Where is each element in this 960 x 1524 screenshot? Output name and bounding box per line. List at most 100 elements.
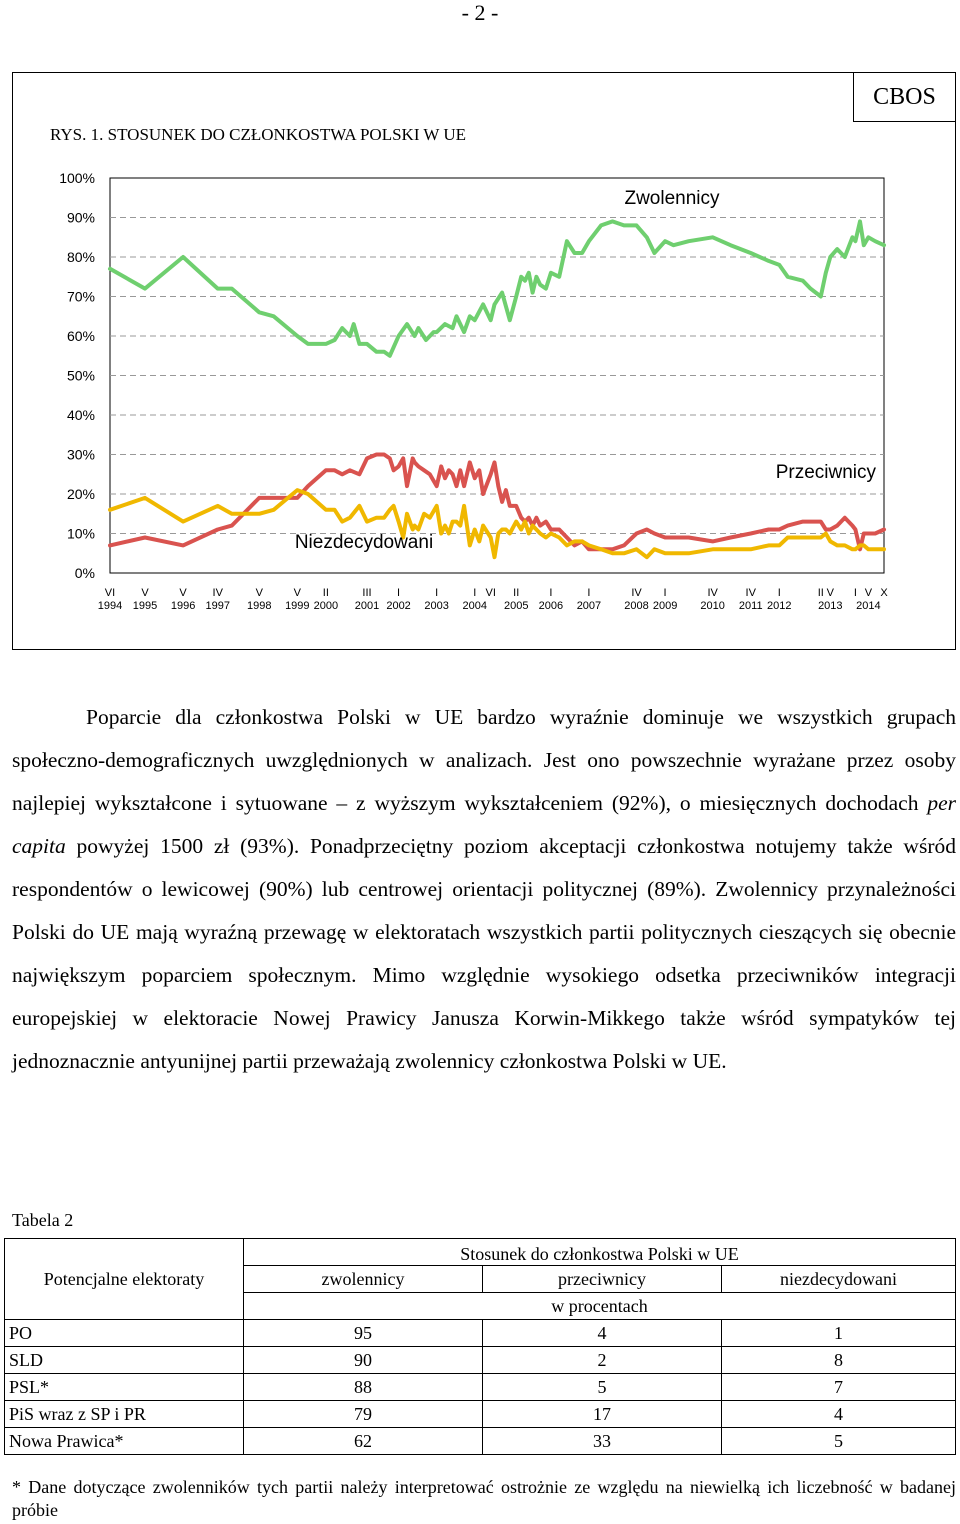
- table-caption: Tabela 2: [12, 1210, 74, 1230]
- paragraph-text-2: powyżej 1500 zł (93%). Ponadprzeciętny p…: [12, 834, 956, 1073]
- y-tick-label: 70%: [67, 289, 95, 305]
- x-tick-label: IV: [707, 587, 718, 599]
- body-paragraph: Poparcie dla członkostwa Polski w UE bar…: [12, 696, 956, 1083]
- table-row: SLD 90 2 8: [4, 1346, 956, 1374]
- series-annotation: Przeciwnicy: [776, 462, 877, 483]
- x-tick-label: II: [818, 587, 824, 599]
- table-cell: 5: [482, 1373, 722, 1401]
- paragraph-italic: per capita: [12, 791, 956, 858]
- x-tick-label: I: [435, 587, 438, 599]
- x-tick-year: 2013: [818, 600, 842, 612]
- x-tick-label: IV: [631, 587, 642, 599]
- x-tick-year: 2001: [355, 600, 379, 612]
- group-header: Stosunek do członkostwa Polski w UE: [243, 1238, 956, 1266]
- x-tick-year: 2014: [856, 600, 880, 612]
- series-line-niezdecydowani: [108, 488, 886, 560]
- x-tick-label: V: [827, 587, 835, 599]
- column-header: przeciwnicy: [482, 1265, 722, 1293]
- table-row: PSL* 88 5 7: [4, 1373, 956, 1401]
- support-chart: 0%10%20%30%40%50%60%70%80%90%100%VI1994V…: [59, 170, 888, 612]
- table-footnote: * Dane dotyczące zwolenników tych partii…: [12, 1477, 956, 1520]
- table-cell: 5: [721, 1427, 956, 1455]
- x-tick-label: I: [549, 587, 552, 599]
- x-tick-year: 2010: [700, 600, 724, 612]
- figure-frame: [12, 72, 956, 650]
- table-cell: 2: [482, 1346, 722, 1374]
- x-tick-label: I: [397, 587, 400, 599]
- table-cell: 79: [243, 1400, 483, 1428]
- table-cell: 88: [243, 1373, 483, 1401]
- x-tick-label: V: [256, 587, 264, 599]
- table-cell: 33: [482, 1427, 722, 1455]
- plot-area: [109, 177, 885, 574]
- publisher-logo: CBOS: [853, 72, 956, 122]
- page-number: - 2 -: [461, 0, 499, 25]
- y-tick-label: 40%: [67, 407, 95, 423]
- x-tick-year: 1997: [206, 600, 230, 612]
- paragraph-text-1: Poparcie dla członkostwa Polski w UE bar…: [12, 705, 956, 815]
- x-tick-label: V: [141, 587, 149, 599]
- row-header: Potencjalne elektoraty: [4, 1238, 244, 1320]
- x-tick-label: I: [854, 587, 857, 599]
- y-tick-label: 100%: [59, 170, 95, 186]
- x-tick-year: 2012: [767, 600, 791, 612]
- y-tick-label: 0%: [75, 565, 95, 581]
- table-row: Nowa Prawica* 62 33 5: [4, 1427, 956, 1455]
- electorate-table: Potencjalne elektoraty Stosunek do człon…: [4, 1238, 956, 1455]
- row-label: Nowa Prawica*: [4, 1427, 244, 1455]
- table-cell: 62: [243, 1427, 483, 1455]
- table-cell: 7: [721, 1373, 956, 1401]
- column-header: zwolennicy: [243, 1265, 483, 1293]
- y-tick-label: 60%: [67, 328, 95, 344]
- x-tick-label: II: [513, 587, 519, 599]
- x-tick-year: 2002: [386, 600, 410, 612]
- table-cell: 17: [482, 1400, 722, 1428]
- x-tick-year: 1994: [98, 600, 122, 612]
- x-tick-year: 2011: [739, 600, 763, 612]
- x-tick-label: I: [473, 587, 476, 599]
- x-tick-year: 2000: [314, 600, 338, 612]
- series-line-zwolennicy: [108, 219, 886, 358]
- x-tick-label: III: [362, 587, 371, 599]
- row-label: PSL*: [4, 1373, 244, 1401]
- x-tick-year: 2009: [653, 600, 677, 612]
- y-tick-label: 90%: [67, 210, 95, 226]
- x-tick-year: 1999: [285, 600, 309, 612]
- table-cell: 1: [721, 1319, 956, 1347]
- x-tick-year: 2005: [504, 600, 528, 612]
- table-row: PiS wraz z SP i PR 79 17 4: [4, 1400, 956, 1428]
- x-tick-year: 2008: [624, 600, 648, 612]
- x-tick-year: 2003: [424, 600, 448, 612]
- x-tick-label: I: [587, 587, 590, 599]
- x-tick-label: V: [179, 587, 187, 599]
- table-cell: 4: [482, 1319, 722, 1347]
- table-cell: 8: [721, 1346, 956, 1374]
- figure-title: RYS. 1. STOSUNEK DO CZŁONKOSTWA POLSKI W…: [50, 125, 467, 144]
- x-tick-label: V: [294, 587, 302, 599]
- unit-header: w procentach: [243, 1292, 956, 1320]
- x-tick-year: 2006: [539, 600, 563, 612]
- y-tick-label: 10%: [67, 526, 95, 542]
- x-tick-label: I: [778, 587, 781, 599]
- series-line-przeciwnicy: [108, 452, 886, 552]
- x-tick-year: 1998: [247, 600, 271, 612]
- table-cell: 90: [243, 1346, 483, 1374]
- table-row: PO 95 4 1: [4, 1319, 956, 1347]
- row-label: PiS wraz z SP i PR: [4, 1400, 244, 1428]
- x-tick-label: II: [323, 587, 329, 599]
- x-tick-label: I: [664, 587, 667, 599]
- table-cell: 4: [721, 1400, 956, 1428]
- x-tick-year: 2007: [577, 600, 601, 612]
- y-tick-label: 20%: [67, 486, 95, 502]
- row-label: PO: [4, 1319, 244, 1347]
- y-tick-label: 30%: [67, 447, 95, 463]
- table-cell: 95: [243, 1319, 483, 1347]
- x-tick-label: IV: [746, 587, 757, 599]
- y-tick-label: 80%: [67, 249, 95, 265]
- y-tick-label: 50%: [67, 368, 95, 384]
- x-tick-label: X: [880, 587, 888, 599]
- x-tick-label: V: [865, 587, 873, 599]
- x-tick-year: 1996: [171, 600, 195, 612]
- column-header: niezdecydowani: [721, 1265, 956, 1293]
- x-tick-label: VI: [105, 587, 115, 599]
